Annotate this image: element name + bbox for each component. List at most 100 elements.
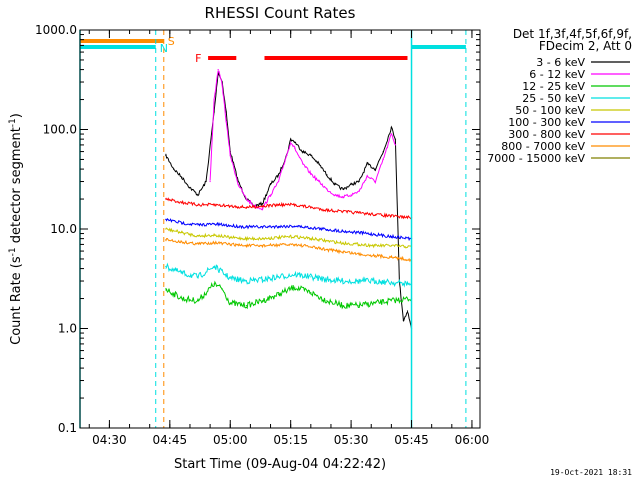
data-point: [382, 158, 384, 161]
data-point: [302, 163, 304, 165]
data-point: [326, 209, 328, 211]
legend-label: 100 - 300 keV: [508, 116, 585, 129]
data-point: [318, 163, 320, 165]
data-point: [181, 232, 183, 234]
series-line-3: [165, 262, 412, 288]
x-tick-label: 05:45: [394, 433, 429, 447]
x-tick-label: 06:00: [455, 433, 490, 447]
data-point: [221, 288, 223, 290]
data-point: [310, 154, 312, 156]
x-tick-label: 05:30: [334, 433, 369, 447]
data-point: [350, 194, 352, 196]
data-point: [277, 180, 280, 183]
data-point: [358, 180, 360, 183]
series-4: [165, 227, 413, 249]
series-7: [165, 237, 413, 263]
chart-title: RHESSI Count Rates: [205, 4, 356, 22]
plot-frame: [79, 29, 481, 429]
data-point: [366, 163, 368, 165]
series-3: [165, 262, 413, 288]
data-point: [334, 183, 336, 186]
data-point: [245, 198, 247, 200]
legend-label: 800 - 7000 keV: [501, 140, 585, 153]
data-point: [181, 272, 183, 274]
data-point: [245, 304, 247, 307]
data-point: [229, 243, 231, 246]
data-point: [225, 121, 227, 123]
data-point: [209, 180, 211, 183]
y-tick-label: 1.0: [58, 322, 77, 336]
data-point: [229, 236, 231, 239]
data-point: [277, 276, 280, 278]
data-point: [342, 230, 344, 232]
data-point: [390, 126, 392, 128]
data-point: [326, 279, 328, 281]
data-point: [342, 280, 344, 282]
data-point: [290, 141, 292, 143]
x-tick-label: 05:00: [213, 433, 248, 447]
x-tick-label: 04:30: [92, 433, 127, 447]
data-point: [213, 223, 215, 225]
legend-label: 3 - 6 keV: [536, 56, 585, 69]
data-point: [394, 138, 397, 140]
data-point: [261, 203, 264, 205]
data-point: [310, 238, 312, 240]
data-point: [374, 280, 376, 282]
data-point: [237, 183, 239, 186]
data-point: [318, 180, 320, 183]
data-point: [294, 204, 296, 206]
data-point: [221, 84, 223, 86]
data-point: [277, 236, 280, 239]
legend-header-line-2: FDecim 2, Att 0: [539, 39, 632, 53]
data-point: [390, 215, 392, 217]
data-point: [390, 235, 392, 238]
data-point: [213, 98, 215, 101]
data-point: [342, 304, 344, 307]
series-line-2: [165, 280, 412, 310]
data-point: [374, 168, 376, 170]
legend-label: 6 - 12 keV: [529, 68, 585, 81]
data-point: [294, 273, 296, 275]
data-point: [310, 246, 312, 248]
data-point: [382, 150, 384, 153]
data-point: [165, 154, 167, 156]
data-point: [310, 206, 312, 208]
data-point: [261, 208, 264, 210]
x-tick-label: 05:15: [273, 433, 308, 447]
data-point: [302, 150, 304, 153]
y-tick-label: 10.0: [50, 222, 77, 236]
data-point: [310, 173, 312, 175]
data-point: [261, 279, 264, 281]
data-point: [390, 256, 392, 258]
data-point: [261, 300, 264, 302]
data-point: [181, 241, 183, 243]
data-point: [294, 147, 296, 149]
data-point: [229, 225, 231, 227]
series-2: [165, 280, 413, 310]
data-point: [334, 194, 336, 196]
data-point: [277, 293, 280, 296]
data-point: [217, 68, 219, 71]
data-point: [181, 176, 183, 179]
data-point: [165, 198, 167, 200]
data-point: [366, 175, 368, 177]
data-point: [290, 138, 292, 140]
data-point: [390, 245, 392, 247]
series-line-5: [165, 217, 412, 242]
y-axis: 0.1 1.0 10.0 100.0 1000.0: [35, 23, 480, 435]
data-point: [245, 280, 247, 282]
data-point: [205, 180, 207, 183]
data-point: [342, 210, 344, 213]
data-point: [342, 196, 344, 198]
data-point: [358, 190, 360, 192]
data-point: [326, 300, 328, 302]
data-point: [261, 238, 264, 240]
y-axis-label: Count Rate (s-1 detector segment-1): [8, 113, 24, 345]
data-point: [165, 218, 167, 220]
data-point: [390, 300, 392, 302]
data-point: [229, 277, 231, 279]
data-point: [245, 238, 247, 240]
data-point: [197, 194, 199, 196]
